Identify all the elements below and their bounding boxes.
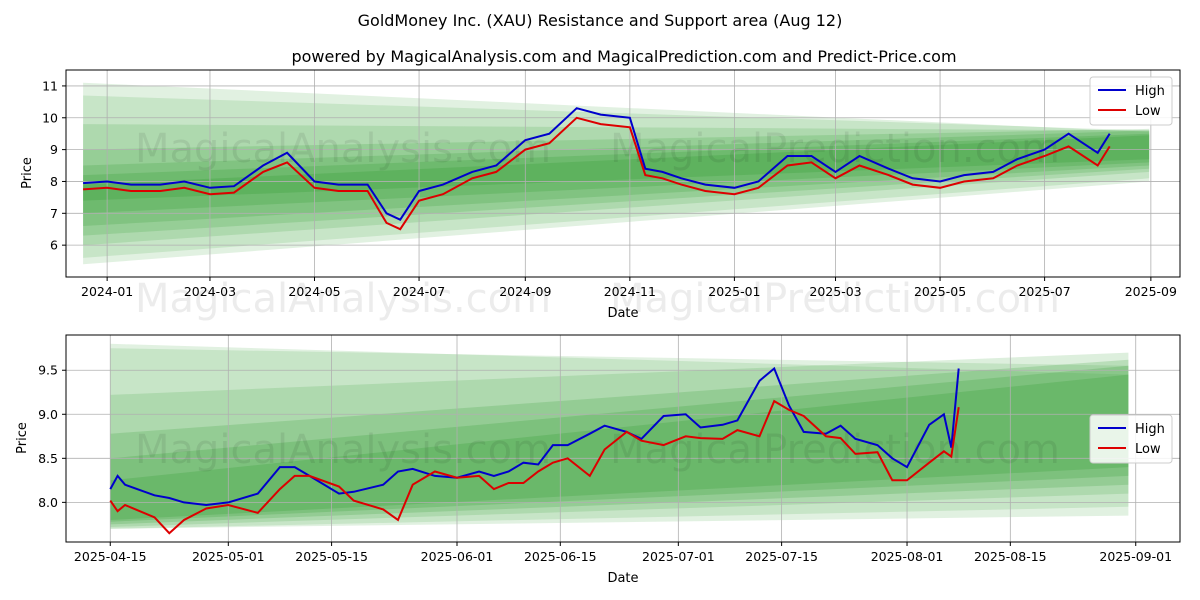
top-support-resistance-bands	[83, 82, 1150, 265]
y-tick-label: 9.0	[38, 407, 58, 422]
band-5	[83, 133, 1150, 214]
x-tick-label: 2024-03	[184, 284, 236, 299]
x-tick-label: 2025-05	[914, 284, 966, 299]
x-tick-label: 2025-05-15	[295, 549, 368, 564]
x-tick-label: 2025-03	[809, 284, 861, 299]
x-tick-label: 2025-07	[1018, 284, 1070, 299]
x-tick-label: 2024-05	[288, 284, 340, 299]
top-watermark-right-2: MagicalPrediction.com	[610, 276, 1060, 322]
bottom-price-chart: MagicalAnalysis.com MagicalPrediction.co…	[15, 334, 1181, 586]
x-tick-label: 2024-01	[81, 284, 133, 299]
bottom-y-axis-label: Price	[15, 422, 30, 454]
top-price-chart: MagicalAnalysis.com MagicalPrediction.co…	[20, 69, 1181, 322]
top-low-series-line	[83, 116, 1111, 231]
bottom-x-axis-ticks: 2025-04-15 2025-05-01 2025-05-15 2025-06-01…	[74, 542, 1172, 564]
top-x-axis-ticks: 2024-01 2024-03 2024-05 2024-07 2024-09 2024-…	[81, 277, 1177, 299]
y-tick-label: 9.5	[38, 363, 58, 378]
top-watermark-left: MagicalAnalysis.com	[135, 126, 551, 172]
top-watermark-left-2: MagicalAnalysis.com	[135, 276, 551, 322]
chart-title: GoldMoney Inc. (XAU) Resistance and Supp…	[358, 11, 843, 30]
band-4	[83, 130, 1150, 226]
top-watermark-right: MagicalPrediction.com	[610, 126, 1060, 172]
bottom-gridlines	[66, 335, 1180, 542]
y-tick-label: 8	[50, 174, 58, 189]
x-tick-label: 2024-07	[393, 284, 445, 299]
band-5	[110, 374, 1129, 520]
band-4	[110, 365, 1129, 522]
band-3	[83, 128, 1150, 236]
chart-subtitle: powered by MagicalAnalysis.com and Magic…	[291, 47, 956, 66]
bottom-x-axis-label: Date	[607, 571, 638, 586]
x-tick-label: 2025-09	[1125, 284, 1177, 299]
bottom-low-series-line	[109, 399, 960, 535]
y-tick-label: 7	[50, 206, 58, 221]
top-legend-high-label: High	[1135, 84, 1165, 99]
bottom-plot-frame	[65, 334, 1181, 543]
bottom-legend-high-label: High	[1135, 422, 1165, 437]
top-y-axis-label: Price	[20, 157, 35, 189]
band-0	[83, 82, 1150, 265]
bottom-legend-low-label: Low	[1135, 442, 1161, 457]
x-tick-label: 2025-04-15	[74, 549, 147, 564]
x-tick-label: 2024-11	[604, 284, 656, 299]
x-tick-label: 2025-08-15	[974, 549, 1047, 564]
top-gridlines	[66, 70, 1180, 277]
bottom-support-resistance-bands	[110, 343, 1129, 529]
bottom-watermark-right: MagicalPrediction.com	[610, 427, 1060, 473]
y-tick-label: 9	[50, 142, 58, 157]
band-3	[110, 359, 1129, 525]
bottom-legend: High Low	[1089, 414, 1173, 464]
x-tick-label: 2025-09-01	[1099, 549, 1172, 564]
band-2	[83, 124, 1150, 246]
top-plot-frame	[65, 69, 1181, 278]
top-y-axis-ticks: 6 7 8 9 10 11	[42, 78, 66, 253]
band-2	[110, 352, 1129, 527]
x-tick-label: 2025-06-15	[524, 549, 597, 564]
x-tick-label: 2025-08-01	[871, 549, 944, 564]
band-1	[83, 95, 1150, 258]
x-tick-label: 2025-01	[708, 284, 760, 299]
top-legend-low-label: Low	[1135, 104, 1161, 119]
x-tick-label: 2025-07-15	[745, 549, 818, 564]
top-x-axis-label: Date	[607, 306, 638, 321]
y-tick-label: 8.5	[38, 451, 58, 466]
x-tick-label: 2025-06-01	[421, 549, 494, 564]
bottom-high-series-line	[109, 366, 960, 507]
bottom-watermark-left: MagicalAnalysis.com	[135, 427, 551, 473]
x-tick-label: 2025-07-01	[642, 549, 715, 564]
y-tick-label: 8.0	[38, 495, 58, 510]
y-tick-label: 11	[42, 78, 58, 93]
top-legend: High Low	[1089, 76, 1173, 126]
y-tick-label: 6	[50, 238, 58, 253]
x-tick-label: 2024-09	[499, 284, 551, 299]
band-0	[110, 343, 1129, 529]
y-tick-label: 10	[42, 110, 58, 125]
top-high-series-line	[83, 107, 1111, 221]
bottom-y-axis-ticks: 8.0 8.5 9.0 9.5	[38, 363, 66, 510]
x-tick-label: 2025-05-01	[192, 549, 265, 564]
